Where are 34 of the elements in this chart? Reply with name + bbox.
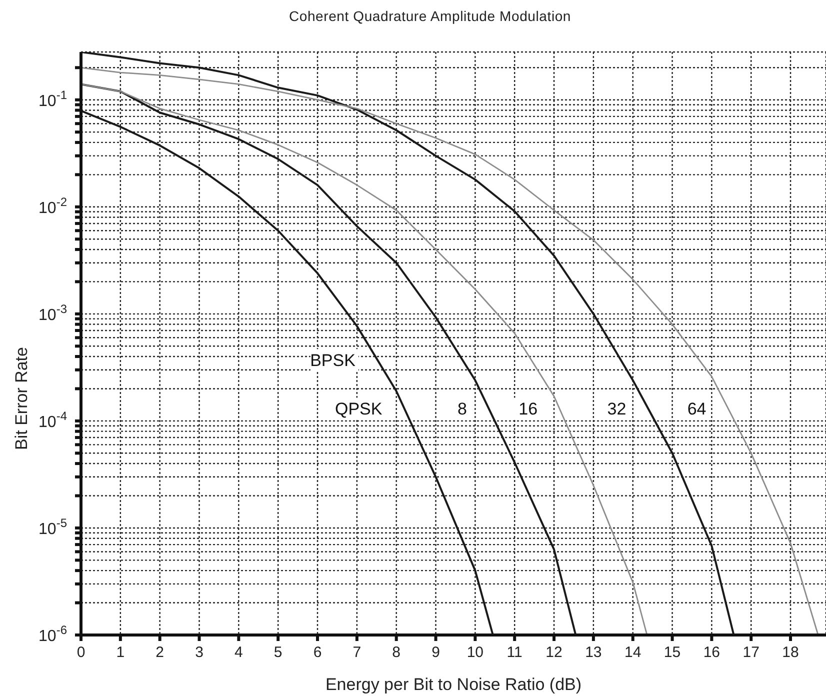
y-tick-label: 10$^{-4}$	[38, 408, 68, 431]
x-tick-label: 13	[585, 644, 602, 661]
y-axis-title: Bit Error Rate	[12, 347, 31, 450]
x-tick-label: 12	[546, 644, 562, 661]
x-tick-label: 16	[703, 644, 720, 661]
y-tick-label: 10$^{-5}$	[38, 516, 68, 538]
annotation: 64	[687, 400, 706, 419]
x-tick-label: 1	[116, 644, 125, 661]
y-tick-label: 10$^{-6}$	[38, 623, 68, 645]
annotation: 8	[458, 400, 467, 419]
x-tick-label: 15	[664, 644, 681, 661]
x-tick-label: 7	[352, 644, 362, 661]
x-tick-label: 17	[742, 644, 760, 661]
x-tick-label: 2	[156, 644, 164, 661]
x-tick-label: 11	[506, 644, 522, 661]
x-tick-label: 0	[76, 644, 86, 661]
x-tick-label: 14	[624, 644, 642, 661]
annotation: BPSK	[310, 351, 356, 370]
x-tick-label: 4	[234, 644, 243, 661]
x-tick-label: 9	[432, 644, 440, 661]
annotation: 32	[607, 400, 626, 419]
y-tick-label: 10$^{-3}$	[38, 302, 68, 324]
y-tick-label: 10$^{-2}$	[38, 194, 68, 217]
x-tick-label: 6	[313, 644, 322, 661]
x-tick-label: 18	[782, 644, 799, 661]
x-axis-title: Energy per Bit to Noise Ratio (dB)	[325, 675, 582, 694]
x-tick-label: 8	[392, 644, 401, 661]
annotation: QPSK	[334, 400, 383, 419]
x-tick-label: 3	[195, 644, 204, 661]
x-tick-label: 10	[466, 644, 484, 661]
x-tick-label: 5	[274, 644, 282, 661]
annotation: 16	[518, 400, 538, 419]
y-tick-label: 10$^{-1}$	[38, 88, 68, 110]
chart-title: Coherent Quadrature Amplitude Modulation	[288, 8, 572, 24]
